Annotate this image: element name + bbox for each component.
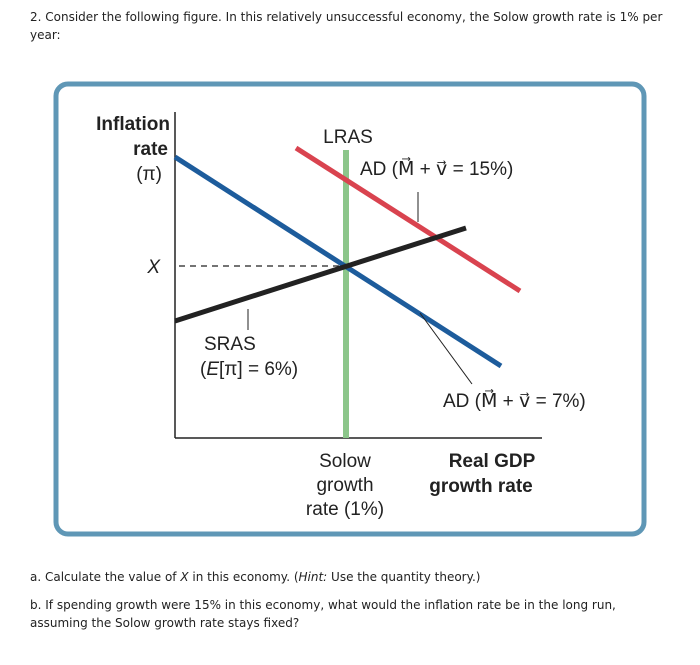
sras-text: E — [206, 359, 219, 380]
figure-frame — [53, 81, 647, 537]
ad-low-label: AD (M⃗ + v⃗ = 7%) — [443, 389, 586, 412]
sras-label: SRAS — [204, 334, 256, 355]
solow-label: rate (1%) — [306, 499, 384, 520]
part-text: b. If spending growth were 15% in this e… — [30, 598, 616, 630]
sras-line — [174, 225, 467, 324]
sras-label: (E[π] = 6%) — [200, 359, 298, 380]
part-text: Use the quantity theory.) — [327, 570, 481, 584]
part-text: a. Calculate the value of — [30, 570, 181, 584]
part-text: X — [180, 570, 189, 584]
question-part: a. Calculate the value of X in this econ… — [30, 568, 670, 586]
y-axis-label: Inflation — [96, 114, 170, 135]
ad-low-line — [173, 154, 503, 369]
y-axis-label: (π) — [136, 164, 162, 185]
x-axis-label: growth rate — [429, 476, 532, 497]
solow-label: Solow — [319, 451, 371, 472]
question-part: b. If spending growth were 15% in this e… — [30, 596, 670, 632]
x-marker: X — [146, 257, 161, 278]
lras-label: LRAS — [323, 127, 373, 148]
solow-label: growth — [316, 475, 373, 496]
leader-line — [419, 312, 473, 385]
ad-high-label: AD (M⃗ + v⃗ = 15%) — [360, 157, 513, 180]
sras-text: ( — [200, 359, 207, 380]
y-axis-label: rate — [133, 139, 168, 160]
ad-high-line — [294, 145, 522, 294]
question-intro: 2. Consider the following figure. In thi… — [30, 10, 663, 42]
sras-text: [π] = 6%) — [219, 359, 298, 380]
part-text: in this economy. ( — [188, 570, 299, 584]
x-axis-label: Real GDP — [449, 451, 536, 472]
part-text: Hint: — [298, 570, 328, 584]
